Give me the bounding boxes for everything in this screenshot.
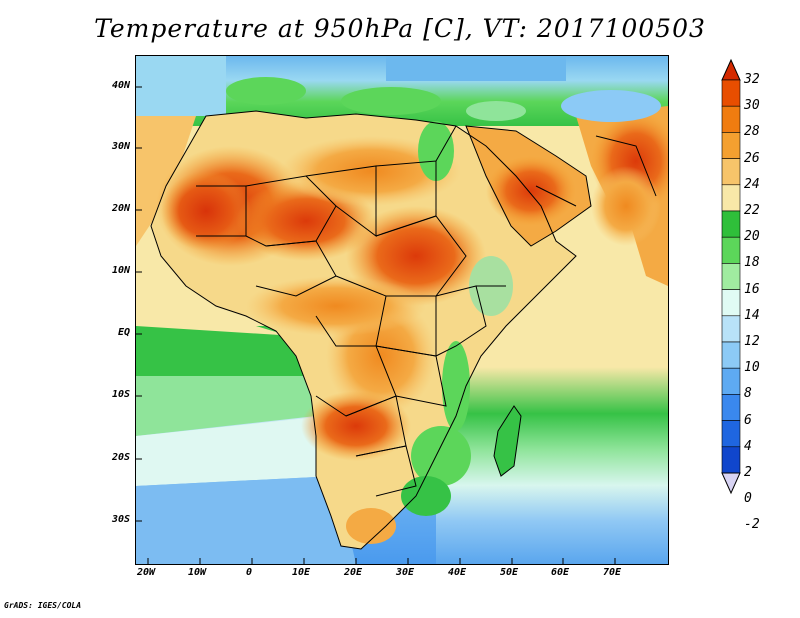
colorbar (721, 58, 741, 495)
colorbar-label: 18 (744, 255, 760, 271)
colorbar-label: 20 (744, 229, 760, 245)
footer-credit: GrADS: IGES/COLA (4, 601, 82, 610)
colorbar-label: 6 (744, 412, 752, 428)
colorbar-swatch (721, 394, 741, 421)
colorbar-swatch (721, 263, 741, 290)
colorbar-swatch (721, 446, 741, 474)
colorbar-label: 24 (744, 176, 760, 192)
lon-label-60e: 60E (550, 567, 570, 578)
lat-label-30n: 30N (111, 141, 130, 152)
lon-label-70e: 70E (602, 567, 622, 578)
colorbar-swatch (721, 132, 741, 159)
colorbar-label: 22 (744, 203, 760, 218)
lat-label-20n: 20N (111, 203, 130, 214)
colorbar-label: 4 (744, 438, 752, 454)
colorbar-bottom-arrow (721, 472, 741, 495)
colorbar-swatch (721, 184, 741, 212)
lon-label-50e: 50E (499, 567, 519, 578)
lon-label-10w: 10W (187, 567, 207, 578)
lon-label-20w: 20W (136, 567, 156, 578)
colorbar-label: 28 (744, 124, 760, 140)
map-title: Temperature at 950hPa [C], VT: 201710050… (94, 14, 706, 43)
colorbar-swatch (721, 420, 741, 448)
lon-label-20e: 20E (343, 567, 363, 578)
colorbar-label: 26 (744, 150, 760, 166)
colorbar-label: 32 (744, 72, 760, 87)
temperature-map (135, 55, 669, 565)
lat-label-10s: 10S (111, 389, 130, 400)
colorbar-label: 16 (744, 281, 760, 297)
colorbar-swatch (721, 158, 741, 186)
lon-label-10e: 10E (291, 567, 311, 578)
lat-label-40n: 40N (111, 80, 130, 91)
colorbar-swatch (721, 289, 741, 317)
colorbar-label: 14 (744, 307, 760, 323)
temperature-map-svg (136, 56, 668, 564)
colorbar-swatch (721, 315, 741, 343)
lon-label-40e: 40E (447, 567, 467, 578)
colorbar-top-arrow (721, 58, 741, 81)
lon-label-0: 0 (245, 567, 253, 578)
colorbar-label: 10 (744, 360, 760, 376)
colorbar-label: -2 (744, 517, 760, 533)
lon-label-30e: 30E (395, 567, 415, 578)
colorbar-label: 12 (744, 334, 760, 349)
lat-label-eq: EQ (117, 327, 130, 338)
lat-label-10n: 10N (111, 265, 130, 276)
colorbar-label: 8 (744, 386, 752, 402)
colorbar-label: 30 (744, 98, 760, 114)
lat-label-20s: 20S (111, 452, 130, 463)
colorbar-label: 2 (744, 465, 752, 480)
colorbar-swatch (721, 79, 741, 107)
colorbar-swatch (721, 105, 741, 133)
colorbar-swatch (721, 236, 741, 264)
lat-label-30s: 30S (111, 514, 130, 525)
colorbar-swatch (721, 210, 741, 238)
colorbar-swatch (721, 341, 741, 369)
colorbar-swatch (721, 367, 741, 395)
colorbar-label: 0 (744, 491, 752, 507)
